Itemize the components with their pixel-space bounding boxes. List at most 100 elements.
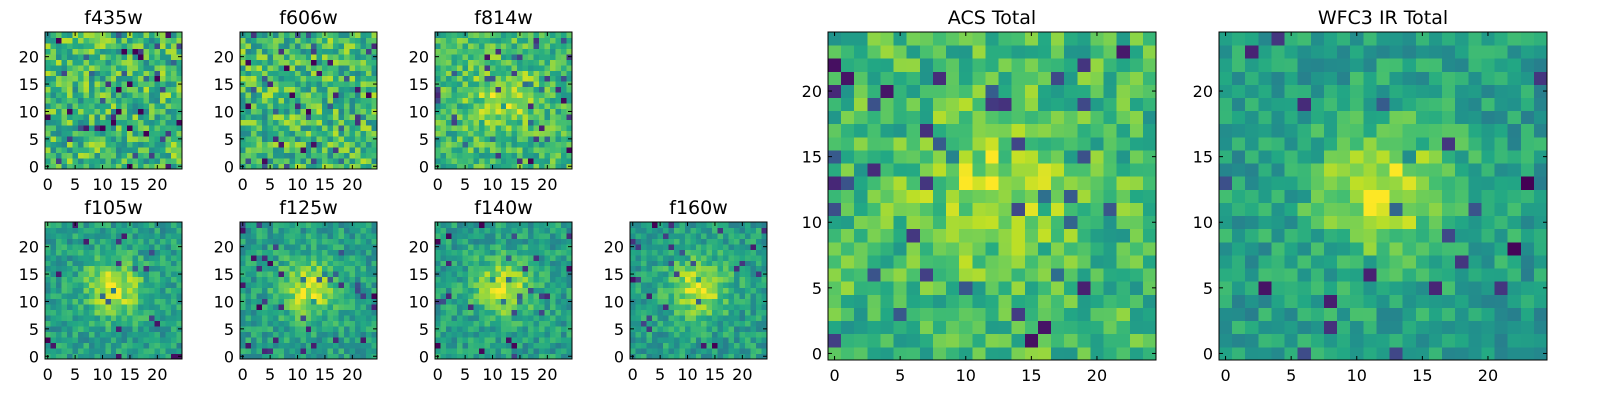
heatmap-cell <box>734 254 740 261</box>
heatmap-cell <box>550 147 556 153</box>
heatmap-cell <box>283 249 290 256</box>
heatmap-cell <box>517 75 524 82</box>
heatmap-cell <box>566 92 573 99</box>
heatmap-cell <box>94 125 101 132</box>
heatmap-cell <box>250 309 257 316</box>
heatmap-cell <box>646 232 653 239</box>
heatmap-cell <box>272 59 279 66</box>
heatmap-cell <box>489 97 496 104</box>
heatmap-cell <box>462 304 469 311</box>
heatmap-cell <box>283 152 290 159</box>
heatmap-cell <box>489 337 496 343</box>
heatmap-cell <box>333 293 340 300</box>
heatmap-cell <box>278 254 285 261</box>
heatmap-cell <box>127 158 134 164</box>
heatmap-cell <box>300 254 307 261</box>
heatmap-cell <box>344 103 350 110</box>
heatmap-cell <box>105 59 112 66</box>
heatmap-cell <box>1064 163 1078 177</box>
heatmap-cell <box>456 348 463 354</box>
heatmap-cell <box>539 152 545 159</box>
heatmap-cell <box>344 92 350 99</box>
y-tick-label: 5 <box>29 130 39 149</box>
heatmap-cell <box>828 241 842 256</box>
heatmap-cell <box>355 114 361 121</box>
heatmap-cell <box>467 48 474 55</box>
heatmap-cell <box>272 342 279 349</box>
heatmap-cell <box>250 64 257 71</box>
heatmap-cell <box>473 238 480 245</box>
heatmap-cell <box>371 293 378 300</box>
heatmap-cell <box>366 222 372 228</box>
heatmap-cell <box>366 331 372 338</box>
heatmap-cell <box>893 320 908 335</box>
heatmap-cell <box>561 147 567 153</box>
heatmap-cell <box>673 315 680 322</box>
heatmap-cell <box>366 158 372 164</box>
heatmap-cell <box>311 42 318 49</box>
heatmap-cell <box>283 254 290 261</box>
heatmap-cell <box>83 92 90 99</box>
heatmap-cell <box>61 97 68 104</box>
heatmap-cell <box>998 281 1013 295</box>
heatmap-cell <box>657 249 664 256</box>
heatmap-cell <box>294 152 301 159</box>
heatmap-cell <box>327 298 334 305</box>
heatmap-cell <box>45 342 51 349</box>
heatmap-cell <box>435 260 441 267</box>
heatmap-cell <box>473 309 480 316</box>
heatmap-cell <box>640 320 647 327</box>
heatmap-cell <box>489 238 496 245</box>
heatmap-cell <box>45 152 51 159</box>
heatmap-cell <box>467 42 474 49</box>
heatmap-cell <box>517 70 524 77</box>
heatmap-cell <box>305 222 312 228</box>
heatmap-cell <box>544 42 551 49</box>
heatmap-cell <box>176 97 183 104</box>
heatmap-cell <box>294 92 301 99</box>
heatmap-cell <box>66 326 73 332</box>
heatmap-cell <box>745 254 751 261</box>
heatmap-cell <box>83 249 90 256</box>
heatmap-cell <box>668 238 675 245</box>
heatmap-cell <box>506 48 513 55</box>
heatmap-cell <box>440 249 447 256</box>
heatmap-cell <box>462 70 469 77</box>
heatmap-cell <box>94 130 101 137</box>
heatmap-cell <box>640 309 647 316</box>
heatmap-cell <box>338 331 345 338</box>
heatmap-cell <box>149 86 155 93</box>
heatmap-cell <box>160 42 166 49</box>
heatmap-cell <box>517 298 524 305</box>
heatmap-cell <box>355 222 361 228</box>
heatmap-cell <box>121 81 128 88</box>
heatmap-cell <box>289 260 296 267</box>
heatmap-cell <box>690 320 697 327</box>
heatmap-cell <box>635 353 642 360</box>
heatmap-cell <box>333 130 340 137</box>
heatmap-cell <box>240 282 246 289</box>
heatmap-cell <box>1011 333 1026 348</box>
heatmap-cell <box>176 37 183 44</box>
heatmap-cell <box>110 315 117 322</box>
heatmap-cell <box>94 353 101 360</box>
heatmap-cell <box>662 287 669 294</box>
heatmap-cell <box>256 331 263 338</box>
heatmap-cell <box>77 108 84 115</box>
y-tick-label: 0 <box>29 157 39 176</box>
heatmap-cell <box>240 141 246 148</box>
heatmap-cell <box>550 42 556 49</box>
heatmap-cell <box>451 260 458 267</box>
heatmap-cell <box>1011 307 1026 322</box>
heatmap-cell <box>360 271 367 278</box>
heatmap-cell <box>673 260 680 267</box>
heatmap-cell <box>77 70 84 77</box>
heatmap-cell <box>1037 241 1052 256</box>
heatmap-cell <box>566 114 573 121</box>
heatmap-cell <box>522 342 529 349</box>
heatmap-cell <box>261 147 268 153</box>
heatmap-cell <box>723 222 730 228</box>
heatmap-cell <box>327 147 334 153</box>
heatmap-cell <box>489 342 496 349</box>
x-tick-label: 0 <box>433 175 443 194</box>
